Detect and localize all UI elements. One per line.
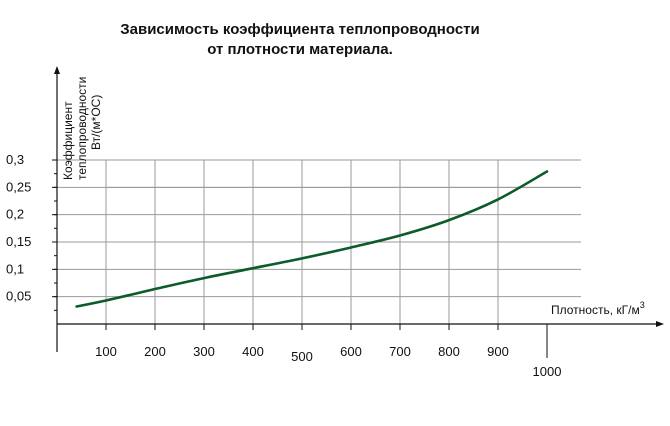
x-axis-arrow bbox=[656, 321, 664, 327]
x-tick-label: 600 bbox=[340, 344, 362, 359]
x-axis-label: Плотность, кГ/м3 bbox=[551, 300, 645, 317]
x-tick-label: 400 bbox=[242, 344, 264, 359]
x-tick-label: 900 bbox=[487, 344, 509, 359]
x-tick-label: 100 bbox=[95, 344, 117, 359]
x-tick-label: 200 bbox=[144, 344, 166, 359]
y-tick-label: 0,05 bbox=[6, 289, 31, 304]
y-tick-label: 0,2 bbox=[6, 207, 24, 222]
y-tick-labels: 0,05 0,1 0,15 0,2 0,25 0,3 bbox=[6, 152, 31, 304]
x-axis-label-superscript: 3 bbox=[640, 300, 645, 310]
y-tick-label: 0,3 bbox=[6, 152, 24, 167]
x-tick-label: 500 bbox=[291, 349, 313, 364]
x-tick-label: 800 bbox=[438, 344, 460, 359]
y-axis-label-line-2: теплопроводности bbox=[75, 77, 89, 180]
y-tick-label: 0,25 bbox=[6, 179, 31, 194]
chart-title-line-1: Зависимость коэффициента теплопроводност… bbox=[120, 21, 480, 38]
series-line bbox=[75, 170, 549, 308]
x-tick-labels: 100 200 300 400 500 600 700 800 900 1000 bbox=[95, 344, 561, 379]
y-tick-label: 0,15 bbox=[6, 234, 31, 249]
y-tick-label: 0,1 bbox=[6, 261, 24, 276]
x-tick-label: 1000 bbox=[533, 364, 562, 379]
y-axis-label-line-1: Коэффициент bbox=[61, 101, 75, 180]
y-axis-label-line-3: Вт/(м*ОС) bbox=[89, 95, 103, 150]
x-tick-label: 300 bbox=[193, 344, 215, 359]
grid bbox=[57, 159, 581, 324]
x-axis-label-text: Плотность, кГ/м bbox=[551, 303, 640, 317]
y-axis-arrow bbox=[54, 66, 60, 74]
axes bbox=[52, 66, 664, 358]
x-tick-label: 700 bbox=[389, 344, 411, 359]
chart-title-line-2: от плотности материала. bbox=[207, 41, 393, 58]
